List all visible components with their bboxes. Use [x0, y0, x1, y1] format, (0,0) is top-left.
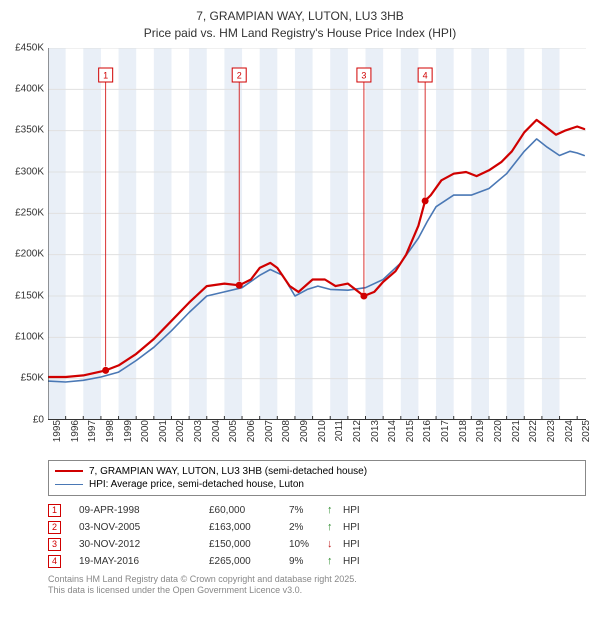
sale-row: 3 30-NOV-2012£150,00010%↓HPI [48, 536, 586, 553]
legend-label: HPI: Average price, semi-detached house,… [89, 479, 304, 490]
sale-percent: 7% [289, 505, 327, 516]
chart-container: 7, GRAMPIAN WAY, LUTON, LU3 3HB Price pa… [0, 0, 600, 620]
sale-date: 19-MAY-2016 [79, 556, 209, 567]
sale-marker-box: 3 [48, 538, 61, 551]
svg-text:3: 3 [361, 70, 366, 80]
sale-marker-box: 2 [48, 521, 61, 534]
x-axis-tick-label: 2015 [405, 420, 416, 442]
sale-price: £163,000 [209, 522, 289, 533]
x-axis-tick-label: 2005 [228, 420, 239, 442]
sale-date: 09-APR-1998 [79, 505, 209, 516]
x-axis-tick-label: 2017 [440, 420, 451, 442]
footer-line-1: Contains HM Land Registry data © Crown c… [48, 574, 586, 586]
x-axis-tick-label: 2014 [387, 420, 398, 442]
y-axis-tick-label: £300K [15, 166, 44, 177]
sale-hpi-label: HPI [343, 556, 360, 567]
chart-title: 7, GRAMPIAN WAY, LUTON, LU3 3HB Price pa… [6, 8, 594, 42]
x-axis-tick-label: 1995 [52, 420, 63, 442]
legend-label: 7, GRAMPIAN WAY, LUTON, LU3 3HB (semi-de… [89, 466, 367, 477]
sale-percent: 9% [289, 556, 327, 567]
y-axis-tick-label: £400K [15, 83, 44, 94]
x-axis-tick-label: 2021 [511, 420, 522, 442]
y-axis-tick-label: £350K [15, 125, 44, 136]
x-axis-tick-label: 2004 [211, 420, 222, 442]
y-axis-tick-label: £0 [33, 414, 44, 425]
sale-hpi-label: HPI [343, 539, 360, 550]
x-axis-tick-label: 1999 [123, 420, 134, 442]
x-axis-tick-label: 2003 [193, 420, 204, 442]
x-axis-tick-label: 1996 [70, 420, 81, 442]
y-axis-tick-label: £450K [15, 42, 44, 53]
sale-marker-box: 1 [48, 504, 61, 517]
sale-hpi-label: HPI [343, 505, 360, 516]
sale-row: 1 09-APR-1998£60,0007%↑HPI [48, 502, 586, 519]
sale-date: 03-NOV-2005 [79, 522, 209, 533]
sale-row: 2 03-NOV-2005£163,0002%↑HPI [48, 519, 586, 536]
x-axis-tick-label: 2001 [158, 420, 169, 442]
y-axis-tick-label: £100K [15, 331, 44, 342]
sale-date: 30-NOV-2012 [79, 539, 209, 550]
sale-hpi-label: HPI [343, 522, 360, 533]
x-axis-tick-label: 2025 [581, 420, 592, 442]
footer-attribution: Contains HM Land Registry data © Crown c… [48, 574, 586, 597]
arrow-down-icon: ↓ [327, 538, 343, 550]
footer-line-2: This data is licensed under the Open Gov… [48, 585, 586, 597]
y-axis-tick-label: £50K [21, 373, 44, 384]
sale-percent: 10% [289, 539, 327, 550]
x-axis-tick-label: 2011 [334, 420, 345, 442]
chart-svg: 1 2 3 4 [48, 48, 586, 420]
svg-text:2: 2 [237, 70, 242, 80]
sale-percent: 2% [289, 522, 327, 533]
x-axis-tick-label: 2002 [175, 420, 186, 442]
x-axis-tick-label: 2009 [299, 420, 310, 442]
svg-text:4: 4 [423, 70, 428, 80]
y-axis-tick-label: £250K [15, 207, 44, 218]
arrow-up-icon: ↑ [327, 521, 343, 533]
x-axis-tick-label: 2007 [264, 420, 275, 442]
x-axis-tick-label: 1998 [105, 420, 116, 442]
arrow-up-icon: ↑ [327, 555, 343, 567]
chart-plot-area: £0£50K£100K£150K£200K£250K£300K£350K£400… [48, 48, 586, 420]
sale-price: £60,000 [209, 505, 289, 516]
sales-table: 109-APR-1998£60,0007%↑HPI203-NOV-2005£16… [48, 502, 586, 570]
title-line-2: Price paid vs. HM Land Registry's House … [6, 25, 594, 42]
x-axis-tick-label: 2012 [352, 420, 363, 442]
x-axis-tick-label: 2016 [422, 420, 433, 442]
x-axis-tick-label: 2006 [246, 420, 257, 442]
y-axis-labels: £0£50K£100K£150K£200K£250K£300K£350K£400… [6, 48, 46, 420]
svg-text:1: 1 [103, 70, 108, 80]
y-axis-tick-label: £200K [15, 249, 44, 260]
legend-swatch [55, 470, 83, 472]
sale-marker-box: 4 [48, 555, 61, 568]
legend-item: 7, GRAMPIAN WAY, LUTON, LU3 3HB (semi-de… [55, 465, 579, 478]
y-axis-tick-label: £150K [15, 290, 44, 301]
x-axis-tick-label: 2013 [370, 420, 381, 442]
legend-swatch [55, 484, 83, 485]
arrow-up-icon: ↑ [327, 504, 343, 516]
x-axis-tick-label: 2019 [475, 420, 486, 442]
x-axis-tick-label: 2020 [493, 420, 504, 442]
legend-item: HPI: Average price, semi-detached house,… [55, 478, 579, 491]
x-axis-tick-label: 2024 [564, 420, 575, 442]
legend: 7, GRAMPIAN WAY, LUTON, LU3 3HB (semi-de… [48, 460, 586, 496]
x-axis-tick-label: 2010 [317, 420, 328, 442]
sale-price: £265,000 [209, 556, 289, 567]
x-axis-tick-label: 2023 [546, 420, 557, 442]
sale-price: £150,000 [209, 539, 289, 550]
x-axis-tick-label: 2022 [528, 420, 539, 442]
title-line-1: 7, GRAMPIAN WAY, LUTON, LU3 3HB [6, 8, 594, 25]
x-axis-tick-label: 2000 [140, 420, 151, 442]
x-axis-tick-label: 1997 [87, 420, 98, 442]
sale-row: 4 19-MAY-2016£265,0009%↑HPI [48, 553, 586, 570]
x-axis-tick-label: 2008 [281, 420, 292, 442]
x-axis-tick-label: 2018 [458, 420, 469, 442]
x-axis-labels: 1995 1996 1997 1998 1999 2000 2001 2002 2003 2004… [48, 420, 586, 454]
